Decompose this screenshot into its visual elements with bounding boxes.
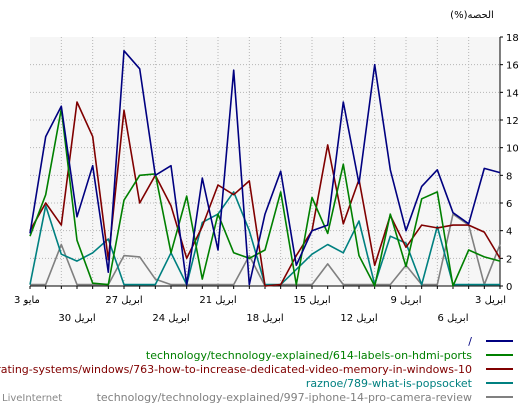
series-line-2 [29,108,501,287]
x-tick-label: 21 ابريل [199,295,236,306]
x-tick-label: 6 ابريل [438,313,469,324]
y-tick-label: 8 [506,171,512,182]
plot-background [30,37,500,286]
y-tick-label: 14 [506,88,519,99]
legend-entry: technology/technology-explained/997-ipho… [97,391,472,404]
legend-entry: raznoe/789-what-is-popsocket [306,377,473,390]
x-tick-label: 12 ابريل [340,313,377,324]
x-axis-ticks: 3 مايو 27 ابريل 21 ابريل 15 ابريل 9 ابريل 3 ا… [14,286,506,324]
series-line-3 [29,101,501,287]
x-tick-label: 3 ابريل [475,295,506,306]
series-line-1 [29,49,501,286]
x-tick-label: 30 ابريل [58,313,95,324]
y-unit-label: (%)الحصه [450,10,494,21]
y-tick-label: 0 [506,282,512,293]
legend-entry: / [468,335,472,348]
x-tick-label: 27 ابريل [105,295,142,306]
legend-entry: /operating-systems/windows/763-how-to-in… [0,363,472,376]
legend: /technology/technology-explained/614-lab… [0,335,513,404]
y-tick-label: 12 [506,116,519,127]
x-tick-label: 18 ابريل [246,313,283,324]
y-tick-label: 10 [506,144,519,155]
y-axis-ticks: 0 2 4 6 8 10 12 14 16 18 [500,33,519,293]
x-tick-label: 24 ابريل [152,313,189,324]
y-tick-label: 16 [506,61,519,72]
legend-entry: technology/technology-explained/614-labe… [146,349,472,362]
y-tick-label: 2 [506,254,512,265]
x-tick-label: 9 ابريل [391,295,422,306]
y-tick-label: 4 [506,227,512,238]
series-lines [29,49,501,287]
x-tick-label: 15 ابريل [293,295,330,306]
y-tick-label: 18 [506,33,519,44]
x-tick-label: 3 مايو [14,295,40,306]
y-tick-label: 6 [506,199,512,210]
watermark: LiveInternet [2,393,62,404]
